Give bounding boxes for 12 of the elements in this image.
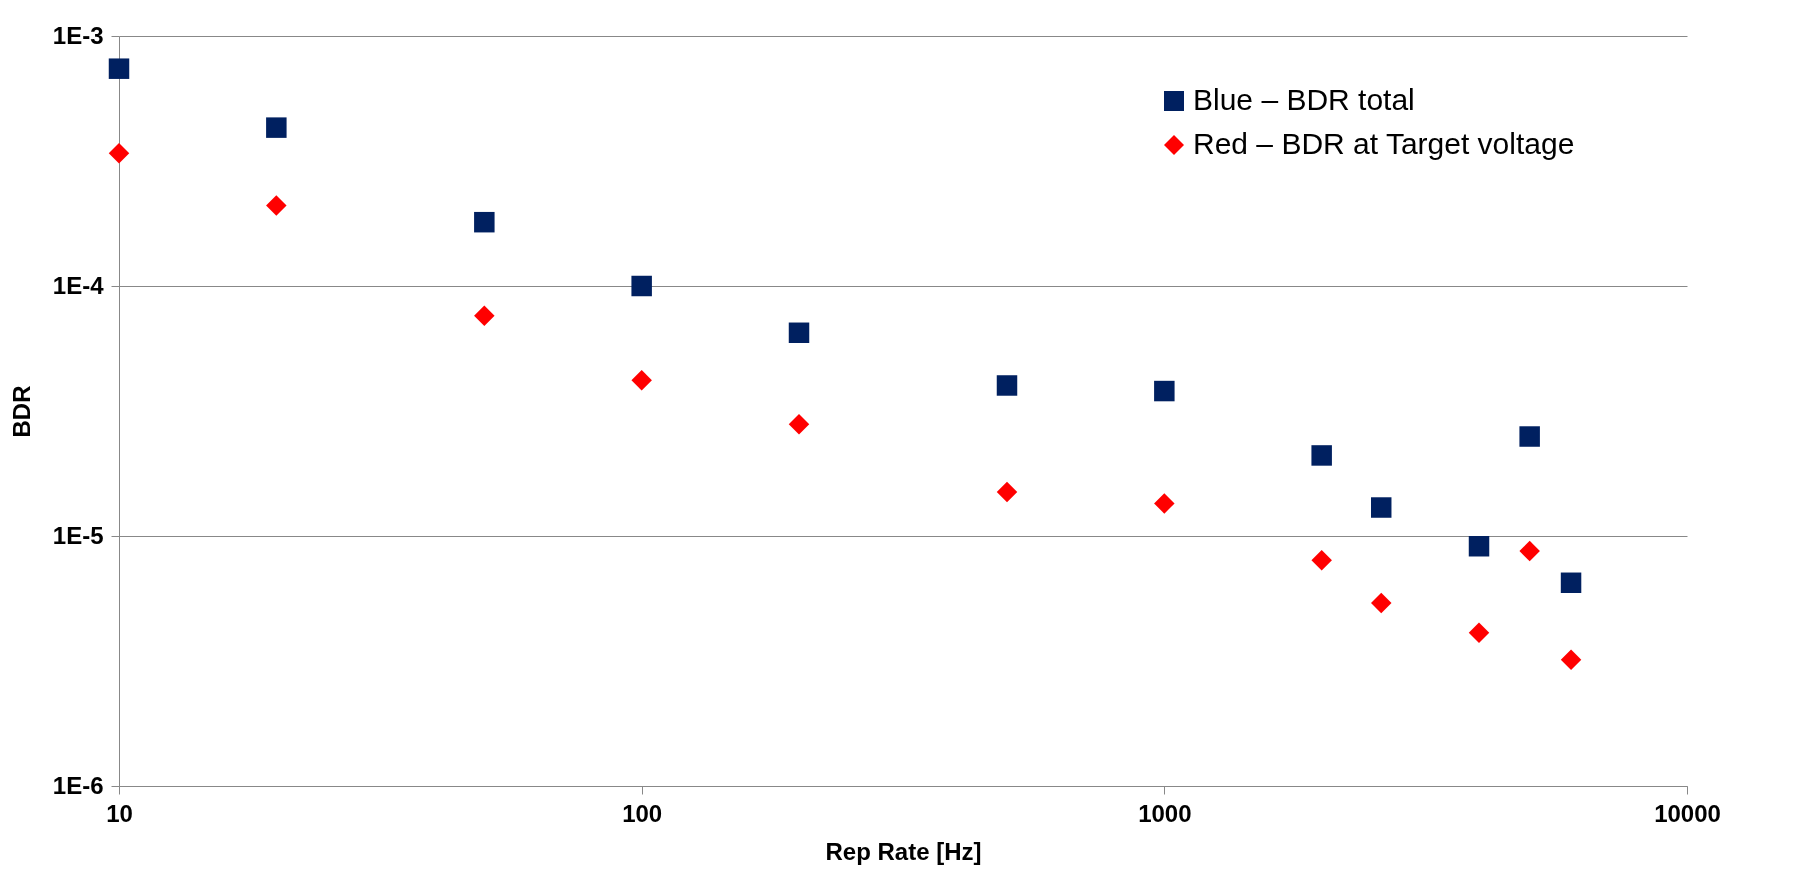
- y-tick-label: 1E-3: [52, 21, 104, 49]
- x-tick-label: 100: [622, 799, 663, 827]
- x-tick-label: 1000: [1138, 799, 1192, 827]
- x-axis-title: Rep Rate [Hz]: [825, 837, 982, 865]
- legend-label: Red – BDR at Target voltage: [1193, 127, 1575, 160]
- y-tick-label: 1E-4: [52, 271, 105, 299]
- y-tick-label: 1E-5: [52, 521, 104, 549]
- legend-label: Blue – BDR total: [1193, 83, 1415, 116]
- y-tick-label: 1E-6: [52, 771, 104, 799]
- x-tick-label: 10000: [1654, 799, 1721, 827]
- y-axis-title: BDR: [7, 385, 35, 438]
- x-tick-label: 10: [106, 799, 133, 827]
